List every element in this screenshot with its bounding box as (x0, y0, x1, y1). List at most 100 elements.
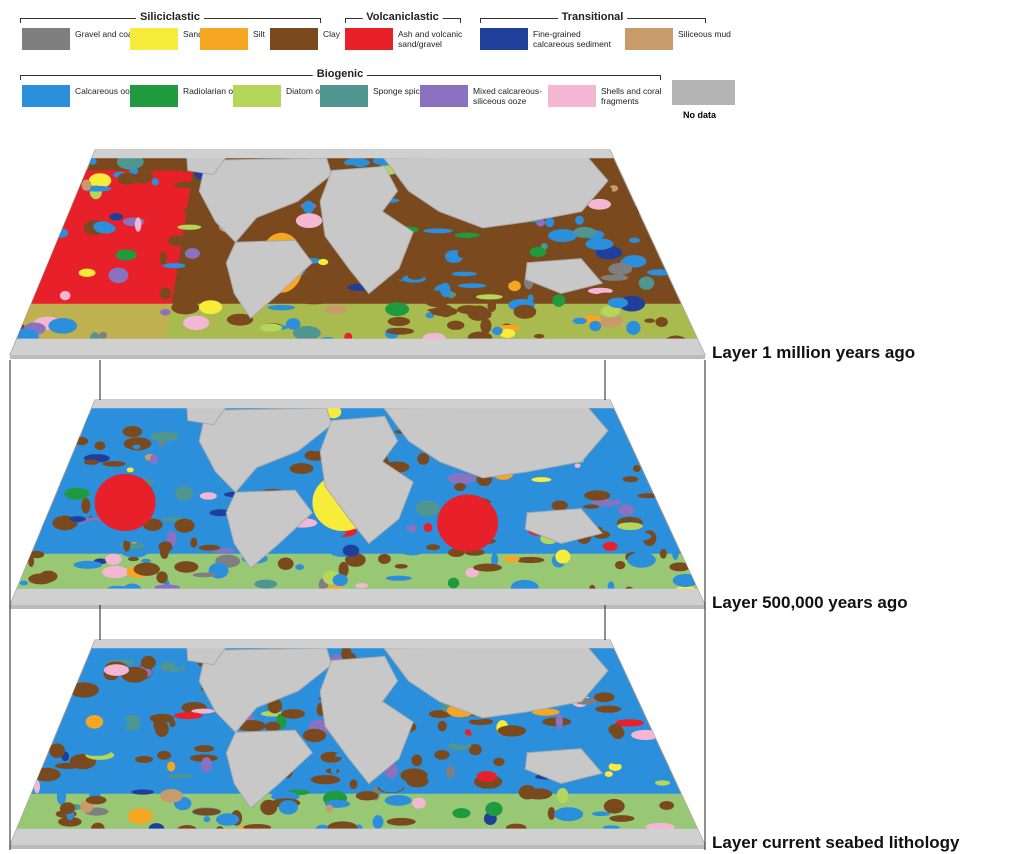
map-edge (10, 605, 705, 609)
sediment-patch (69, 682, 99, 698)
sediment-patch (451, 268, 480, 285)
sediment-patch (329, 258, 344, 269)
sediment-patch (636, 241, 655, 256)
continent (225, 239, 313, 319)
sediment-patch (184, 729, 203, 734)
sediment-patch (115, 249, 137, 261)
sediment-patch (513, 304, 537, 319)
sediment-patch (310, 774, 341, 785)
sediment-patch (76, 415, 106, 429)
sediment-patch (555, 549, 571, 564)
legend-swatch (345, 28, 393, 50)
sediment-patch (602, 541, 618, 552)
continent (524, 508, 604, 545)
sediment-patch (278, 800, 298, 815)
sediment-patch (117, 172, 138, 185)
sediment-patch (191, 708, 215, 714)
sediment-patch (574, 463, 581, 468)
legend-group-tick (20, 75, 21, 80)
sediment-patch (452, 734, 472, 746)
sediment-patch (457, 249, 467, 258)
sediment-patch (55, 479, 84, 484)
sediment-patch (637, 493, 659, 499)
sediment-patch (593, 692, 615, 703)
sediment-patch (174, 712, 203, 720)
legend-label: Siliceous mud (678, 29, 731, 39)
sediment-patch (457, 283, 487, 289)
sediment-patch (93, 221, 112, 232)
sediment-patch (192, 572, 216, 578)
legend-group-tick (345, 18, 346, 23)
sediment-patch (610, 758, 624, 765)
sediment-patch (116, 154, 144, 170)
sediment-patch (99, 679, 124, 688)
sediment-patch (325, 804, 334, 813)
sediment-patch (468, 718, 494, 726)
sediment-patch (113, 694, 137, 701)
sediment-patch (587, 198, 612, 210)
sediment-patch (401, 547, 424, 556)
sediment-patch (304, 245, 334, 253)
sediment-patch (19, 580, 28, 586)
sediment-patch (531, 708, 560, 716)
legend-label: Diatom ooze (286, 86, 334, 96)
sediment-patch (608, 262, 633, 275)
sediment-patch (133, 562, 160, 576)
sediment-patch (65, 737, 85, 743)
sediment-patch (533, 333, 545, 339)
sediment-patch (386, 327, 415, 335)
legend-label: Clay (323, 29, 341, 39)
sediment-patch (102, 565, 129, 579)
sediment-patch (123, 714, 141, 731)
legend-group-title: Volcaniclastic (362, 11, 443, 23)
sediment-patch (552, 294, 566, 307)
sediment-patch (105, 553, 122, 565)
sediment-patch (499, 328, 516, 339)
sediment-patch (551, 500, 568, 511)
sediment-patch (192, 808, 221, 816)
sediment-patch (28, 555, 35, 568)
antarctica (10, 338, 705, 355)
sediment-patch (548, 229, 578, 242)
sediment-patch (575, 215, 584, 225)
continent (198, 157, 333, 243)
sediment-patch (292, 701, 318, 707)
sediment-region (437, 494, 499, 552)
sediment-patch (189, 754, 218, 762)
sediment-patch (411, 754, 423, 767)
legend-swatch (320, 85, 368, 107)
sediment-patch (159, 287, 172, 300)
sediment-patch (332, 574, 348, 587)
sediment-patch (155, 721, 169, 737)
sediment-patch (497, 324, 521, 331)
sediment-patch (174, 518, 195, 533)
sediment-patch (158, 541, 173, 553)
sediment-patch (295, 213, 323, 229)
sediment-patch (149, 713, 175, 724)
sediment-patch (299, 297, 329, 305)
sediment-patch (607, 297, 629, 308)
sediment-patch (302, 200, 315, 214)
sediment-patch (167, 774, 194, 779)
legend-swatch (548, 85, 596, 107)
continent (319, 415, 414, 545)
sediment-patch (78, 268, 96, 278)
sediment-patch (628, 237, 641, 243)
sediment-patch (103, 664, 129, 676)
sediment-patch (406, 775, 429, 788)
sediment-patch (452, 808, 471, 819)
sediment-patch (651, 752, 661, 764)
sediment-patch (659, 800, 674, 810)
legend-swatch (270, 28, 318, 50)
map-layer (9, 149, 706, 359)
sediment-patch (173, 303, 194, 313)
sediment-patch (162, 263, 186, 269)
sediment-patch (638, 276, 655, 290)
sediment-patch (509, 736, 537, 753)
sediment-patch (201, 757, 212, 773)
sediment-patch (85, 715, 104, 729)
sediment-patch (467, 305, 490, 321)
sediment-patch (187, 284, 200, 296)
sediment-patch (160, 308, 171, 316)
sediment-patch (613, 684, 623, 693)
